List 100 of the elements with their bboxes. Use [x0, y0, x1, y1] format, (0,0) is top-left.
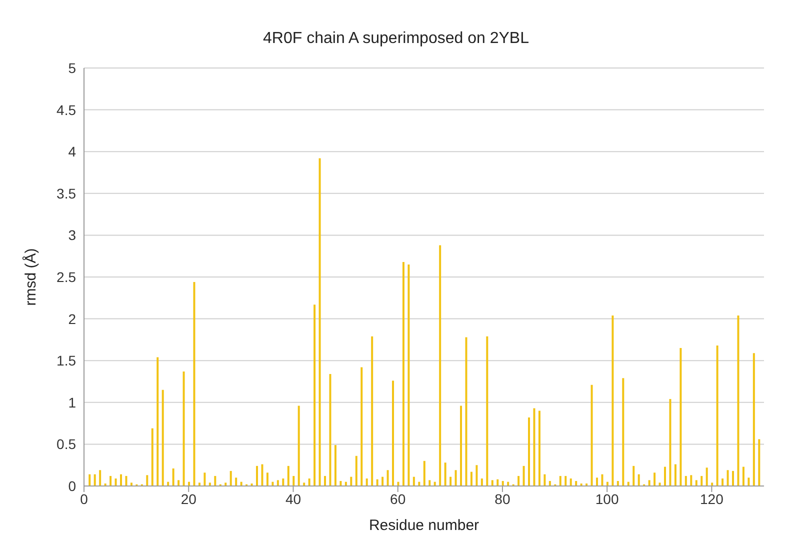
bar — [450, 476, 452, 486]
y-tick-label: 1 — [68, 394, 76, 410]
bar — [94, 474, 96, 486]
x-tick-label: 0 — [80, 490, 88, 507]
bar — [340, 480, 342, 486]
y-tick-label: 1.5 — [56, 352, 76, 369]
bar — [695, 480, 698, 486]
bar — [680, 348, 682, 486]
bar — [596, 478, 598, 486]
bar — [146, 475, 148, 486]
bar — [616, 480, 619, 486]
bar — [742, 466, 744, 486]
bar — [292, 476, 295, 486]
bar — [476, 465, 478, 486]
bar — [654, 472, 656, 486]
y-tick-label: 2 — [68, 310, 76, 327]
bar — [99, 470, 102, 486]
bar — [182, 371, 185, 486]
bar — [386, 470, 389, 486]
bar — [382, 476, 384, 486]
bar — [732, 470, 734, 486]
bar — [564, 476, 567, 486]
bar — [533, 408, 536, 486]
bar — [308, 478, 310, 486]
bar — [318, 158, 321, 486]
x-tick-label: 60 — [390, 490, 406, 507]
y-tick-label: 2.5 — [56, 268, 76, 285]
bar — [120, 474, 122, 486]
bar — [570, 478, 572, 486]
y-tick-label: 3.5 — [56, 185, 76, 202]
bar — [638, 474, 640, 486]
bar — [193, 282, 196, 486]
bar — [444, 462, 446, 486]
bar — [737, 315, 740, 486]
x-tick-label: 100 — [595, 490, 619, 507]
bar — [690, 475, 692, 486]
bar — [334, 445, 336, 486]
bar — [204, 472, 206, 486]
bar — [178, 480, 180, 486]
bar — [502, 480, 504, 486]
bar — [480, 478, 483, 486]
bar — [350, 476, 352, 486]
bar — [355, 456, 358, 486]
bar — [314, 304, 316, 486]
bar — [371, 336, 374, 486]
y-tick-label: 0.5 — [56, 436, 76, 452]
bar — [460, 406, 462, 486]
bar — [601, 474, 604, 486]
bar — [684, 476, 687, 486]
y-axis-title: rmsd (Å) — [21, 248, 40, 306]
bar — [360, 367, 363, 486]
bar — [674, 464, 676, 486]
bar — [548, 480, 551, 486]
bar — [114, 478, 117, 486]
bar — [538, 410, 540, 486]
bar — [151, 428, 154, 486]
bar — [622, 378, 624, 486]
bar — [726, 470, 729, 486]
bar — [748, 478, 750, 486]
x-tick-label: 80 — [494, 490, 510, 507]
bar — [162, 390, 164, 486]
bar — [544, 474, 546, 486]
y-tick-label: 0 — [68, 478, 76, 494]
bar — [575, 480, 578, 486]
bar — [528, 417, 530, 486]
y-tick-label: 4 — [68, 144, 76, 160]
bar — [664, 466, 666, 486]
bar — [408, 264, 410, 486]
bar — [752, 353, 755, 486]
bar — [110, 476, 112, 486]
bar — [632, 466, 635, 486]
bar — [559, 476, 562, 486]
bar — [256, 466, 258, 486]
bar — [669, 399, 672, 486]
bar — [706, 468, 708, 486]
bar — [412, 476, 415, 486]
x-axis-title: Residue number — [368, 517, 480, 534]
bar — [758, 439, 760, 486]
bar — [329, 374, 332, 486]
bar — [522, 466, 525, 486]
bar — [700, 476, 703, 486]
bar — [612, 315, 614, 486]
bar — [423, 460, 426, 486]
bar — [298, 406, 300, 486]
x-tick-label: 120 — [700, 490, 724, 507]
bar — [454, 470, 457, 486]
y-tick-label: 4.5 — [56, 102, 76, 118]
bar — [261, 464, 264, 486]
bar — [518, 476, 520, 486]
bar — [722, 478, 724, 486]
bar — [648, 480, 650, 486]
y-tick-label: 3 — [68, 227, 76, 244]
chart-title: 4R0F chain A superimposed on 2YBL — [262, 29, 530, 49]
bar — [716, 346, 718, 486]
bar — [470, 472, 472, 486]
bar — [172, 468, 174, 486]
x-tick-label: 20 — [180, 490, 197, 507]
bar — [486, 336, 488, 486]
bar — [266, 472, 268, 486]
bar — [465, 337, 468, 486]
